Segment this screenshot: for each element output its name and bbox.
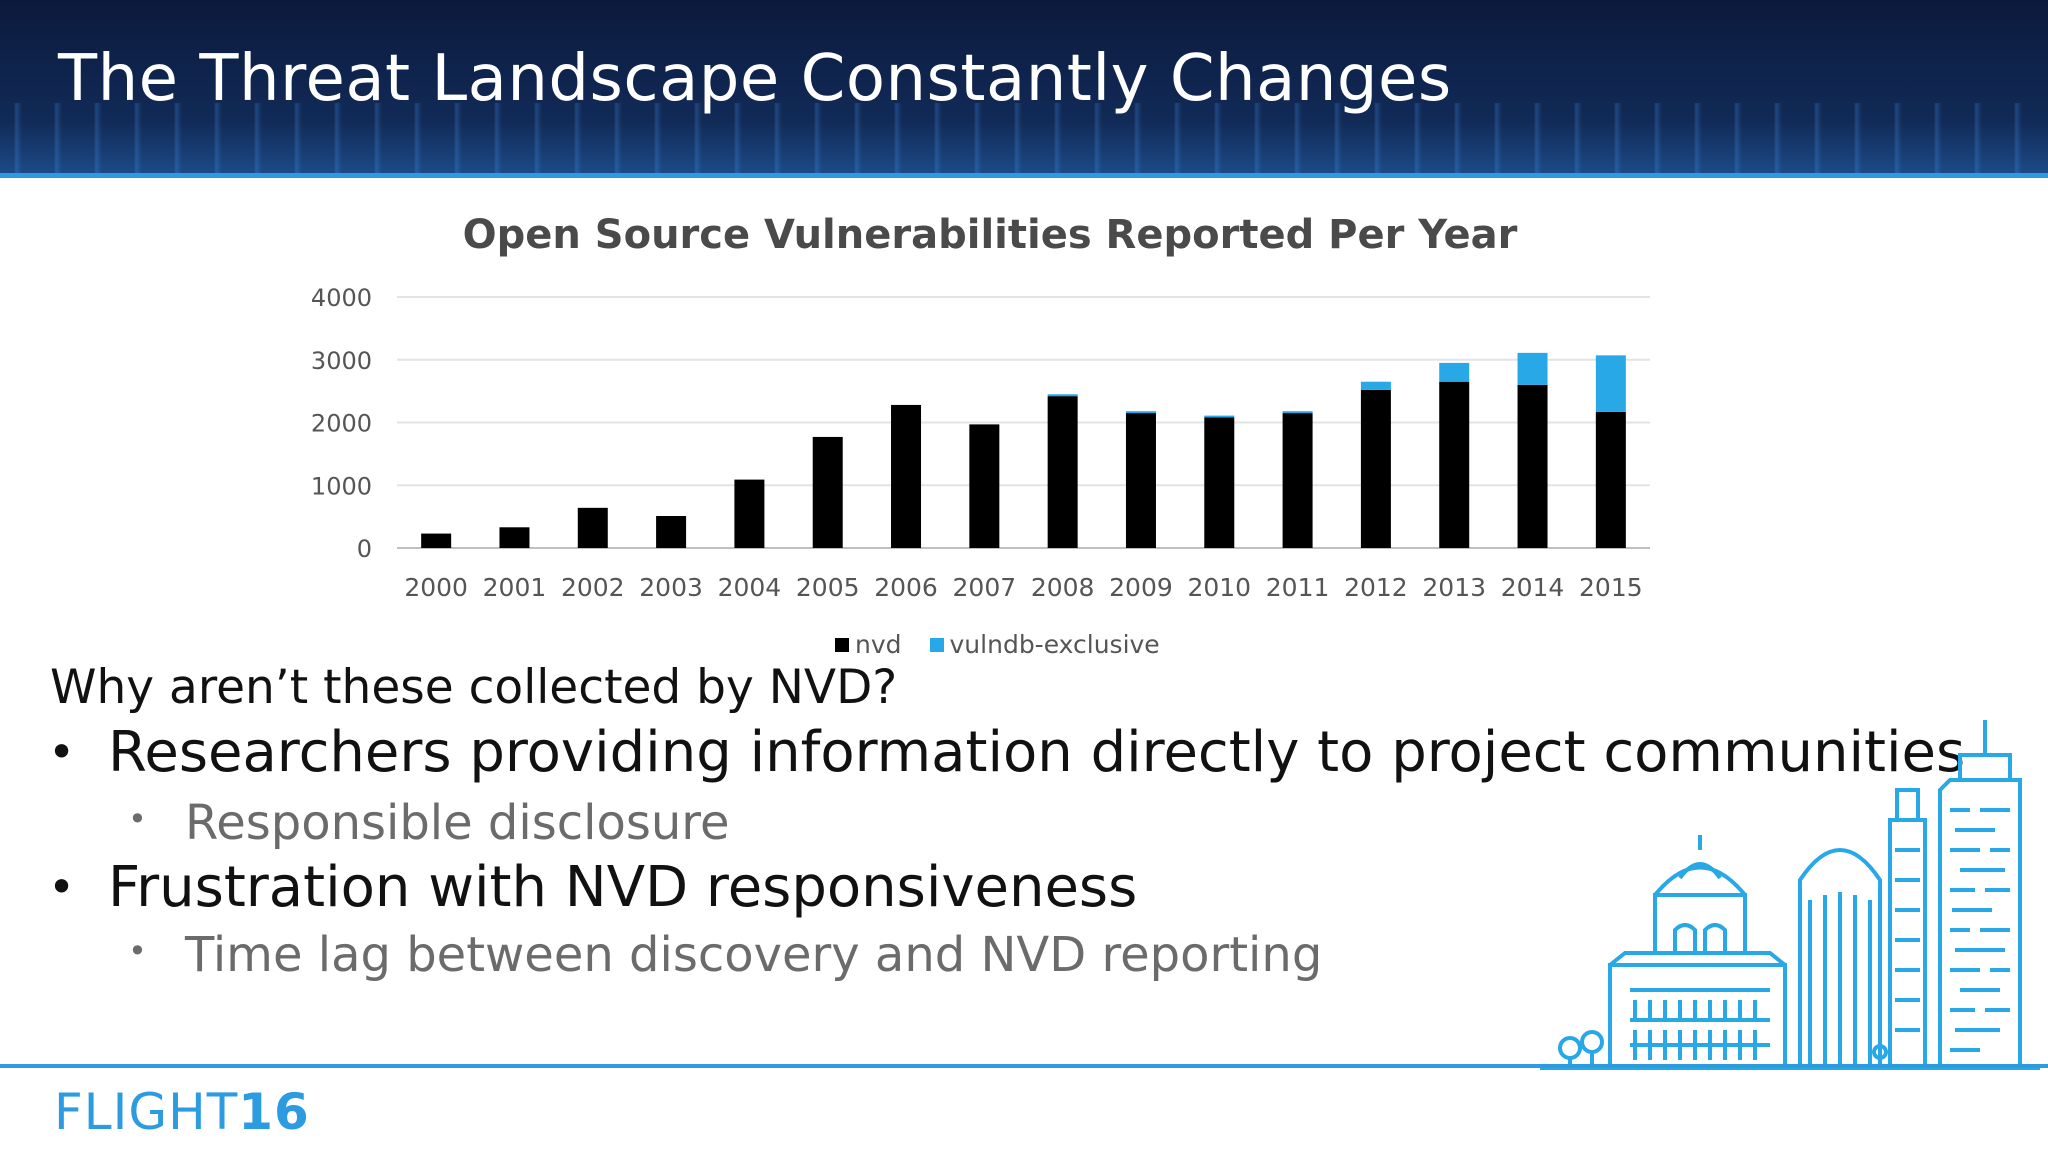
bar-nvd (1517, 384, 1548, 548)
bar-nvd (1125, 413, 1156, 548)
y-tick-label: 0 (357, 535, 372, 563)
bar-nvd (656, 515, 687, 548)
x-tick-label: 2002 (561, 573, 625, 602)
x-tick-label: 2013 (1422, 573, 1486, 602)
bar-nvd (421, 533, 452, 548)
sub-bullet-2: Time lag between discovery and NVD repor… (185, 927, 1323, 983)
chart-legend: nvd vulndb-exclusive (835, 630, 1160, 659)
x-tick-label: 2001 (483, 573, 547, 602)
bar-vulndb-exclusive (1439, 362, 1470, 382)
y-tick-label: 1000 (311, 472, 372, 500)
bar-nvd (1047, 396, 1078, 548)
sub-bullet-1: Responsible disclosure (185, 795, 730, 851)
bullet-dot: • (48, 725, 76, 779)
bar-vulndb-exclusive (1047, 394, 1078, 397)
legend-swatch-nvd (835, 637, 849, 652)
x-tick-label: 2000 (404, 573, 468, 602)
logo-text: FLIGHT (54, 1083, 239, 1141)
bar-nvd (1439, 381, 1470, 548)
legend-label-vulndb: vulndb-exclusive (949, 630, 1160, 659)
city-skyline-icon (1540, 720, 2040, 1070)
y-tick-label: 2000 (311, 410, 372, 438)
slide-title: The Threat Landscape Constantly Changes (58, 42, 1452, 116)
bar-nvd (1204, 417, 1235, 548)
bar-nvd (1282, 413, 1313, 548)
bar-nvd (1595, 411, 1626, 548)
x-tick-label: 2014 (1501, 573, 1565, 602)
header-glow (0, 103, 2048, 173)
title-bar: The Threat Landscape Constantly Changes (0, 0, 2048, 173)
bullet-dot: • (48, 860, 76, 914)
y-tick-label: 4000 (311, 284, 372, 312)
bar-nvd (891, 404, 922, 548)
sub-bullet-dot: • (128, 932, 147, 970)
footer-divider (0, 1064, 2048, 1068)
bar-nvd (499, 527, 530, 548)
bar-nvd (1360, 389, 1391, 548)
legend-swatch-vulndb (929, 637, 944, 652)
x-tick-label: 2008 (1031, 573, 1095, 602)
x-tick-label: 2006 (874, 573, 938, 602)
x-tick-label: 2005 (796, 573, 860, 602)
legend-item-nvd: nvd (835, 630, 902, 659)
x-tick-label: 2010 (1187, 573, 1251, 602)
bar-vulndb-exclusive (1204, 415, 1235, 418)
bar-chart: 0 1000 2000 3000 4000 2000 2001 2002 2003 2004 200… (311, 284, 1650, 602)
x-tick-label: 2009 (1109, 573, 1173, 602)
chart-title: Open Source Vulnerabilities Reported Per… (462, 212, 1518, 258)
y-tick-label: 3000 (311, 347, 372, 375)
legend-label-nvd: nvd (855, 630, 902, 659)
legend-item-vulndb: vulndb-exclusive (929, 630, 1160, 659)
bullet-1: Researchers providing information direct… (108, 720, 1966, 785)
x-tick-label: 2012 (1344, 573, 1408, 602)
bar-vulndb-exclusive (1360, 381, 1391, 390)
bullet-2: Frustration with NVD responsiveness (108, 855, 1138, 920)
x-tick-label: 2004 (718, 573, 782, 602)
bar-vulndb-exclusive (1517, 352, 1548, 385)
x-tick-label: 2011 (1266, 573, 1330, 602)
x-tick-label: 2003 (639, 573, 703, 602)
header-divider (0, 173, 2048, 178)
bar-vulndb-exclusive (1282, 411, 1313, 414)
x-tick-label: 2015 (1579, 573, 1643, 602)
bar-nvd (812, 436, 843, 548)
bar-nvd (734, 479, 765, 548)
sub-bullet-dot: • (128, 800, 147, 838)
flight16-logo: FLIGHT16 (54, 1083, 310, 1141)
bar-nvd (577, 507, 608, 548)
bar-nvd (969, 424, 1000, 548)
logo-number: 16 (238, 1083, 310, 1141)
intro-question: Why aren’t these collected by NVD? (50, 660, 898, 715)
bar-vulndb-exclusive (1595, 355, 1626, 412)
bar-vulndb-exclusive (1125, 411, 1156, 414)
x-tick-label: 2007 (953, 573, 1017, 602)
